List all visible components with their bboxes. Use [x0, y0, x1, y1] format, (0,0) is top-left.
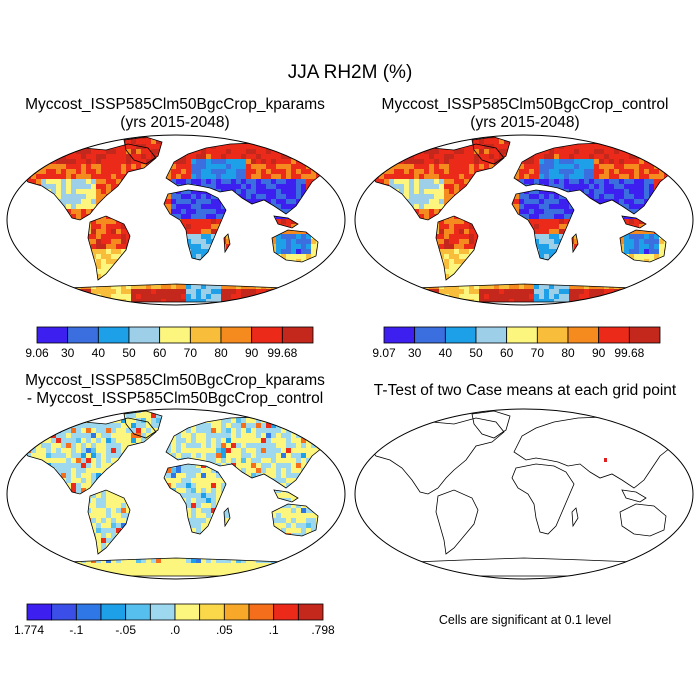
- map-control: [354, 134, 694, 306]
- colorbar-tick-label: -1.774: [15, 623, 44, 637]
- figure-title: JJA RH2M (%): [287, 62, 413, 83]
- colorbar-tick-label: .05: [216, 623, 233, 637]
- colorbar-tick-label: .798: [311, 623, 335, 637]
- colorbar-swatch: [174, 603, 201, 621]
- colorbar-tick-label: 90: [592, 346, 606, 360]
- panel-title-difference-line2: - Myccost_ISSP585Clm50BgcCrop_control: [26, 390, 324, 407]
- colorbar-tick-label: 90: [245, 346, 259, 360]
- panel-title-kparams-line2: (yrs 2015-2048): [120, 114, 230, 131]
- colorbar-swatch: [125, 603, 151, 621]
- colorbar-swatch: [273, 603, 299, 621]
- colorbar-tick-label: 30: [408, 346, 422, 360]
- colorbar-swatch: [223, 603, 250, 621]
- colorbar-swatch: [598, 326, 630, 344]
- colorbar-tick-label: 70: [184, 346, 198, 360]
- panel-title-difference: Myccost_ISSP585Clm50BgcCrop_kparams - My…: [0, 372, 350, 408]
- colorbar-control: 9.07 30 40 50 60 70 80 90 99.68: [372, 326, 661, 360]
- colorbar-tick-label: 80: [214, 346, 228, 360]
- colorbar-swatch: [220, 326, 253, 344]
- colorbar-swatch: [444, 326, 477, 344]
- colorbar-difference: -1.774 -.1 -.05 .0 .05 .1 .798: [15, 603, 335, 637]
- colorbar-swatch: [67, 326, 99, 344]
- colorbar-tick-label: 50: [122, 346, 136, 360]
- colorbar-kparams: 9.06 30 40 50 60 70 80 90 99.68: [25, 326, 314, 360]
- panel-title-control-line2: (yrs 2015-2048): [470, 114, 580, 131]
- colorbar-swatch: [383, 326, 416, 344]
- colorbar-swatch: [159, 326, 191, 344]
- colorbar-tick-label: 40: [92, 346, 106, 360]
- colorbar-swatch: [51, 603, 77, 621]
- panel-title-control: Myccost_ISSP585Clm50BgcCrop_control (yrs…: [350, 96, 700, 132]
- colorbar-swatch: [199, 603, 225, 621]
- colorbar-tick-label: .0: [170, 623, 180, 637]
- colorbar-tick-label: 99.68: [614, 346, 644, 360]
- colorbar-swatch: [97, 326, 130, 344]
- colorbar-tick-label: 9.06: [25, 346, 49, 360]
- panel-title-kparams-line1: Myccost_ISSP585Clm50BgcCrop_kparams: [25, 96, 325, 113]
- colorbar-swatch: [536, 326, 569, 344]
- colorbar-tick-label: 40: [439, 346, 453, 360]
- map-ttest: [354, 408, 694, 580]
- colorbar-tick-label: 30: [61, 346, 75, 360]
- panel-title-control-line1: Myccost_ISSP585Clm50BgcCrop_control: [381, 96, 669, 113]
- colorbar-swatch: [248, 603, 275, 621]
- colorbar-tick-label: 99.68: [267, 346, 297, 360]
- panel-title-ttest: T-Test of two Case means at each grid po…: [350, 382, 700, 400]
- colorbar-swatch: [506, 326, 538, 344]
- colorbar-swatch: [628, 326, 661, 344]
- colorbar-tick-label: -.1: [69, 623, 83, 637]
- colorbar-tick-label: 60: [500, 346, 514, 360]
- colorbar-swatch: [75, 603, 102, 621]
- colorbar-tick-label: 50: [469, 346, 483, 360]
- colorbar-swatch: [128, 326, 161, 344]
- colorbar-swatch: [297, 603, 324, 621]
- colorbar-swatch: [189, 326, 222, 344]
- panel-title-kparams: Myccost_ISSP585Clm50BgcCrop_kparams (yrs…: [0, 96, 350, 132]
- colorbar-swatch: [100, 603, 127, 621]
- panel-title-ttest-line1: T-Test of two Case means at each grid po…: [373, 382, 677, 399]
- colorbar-tick-label: -.05: [115, 623, 136, 637]
- map-kparams: [6, 134, 346, 306]
- colorbar-swatch: [567, 326, 600, 344]
- colorbar-swatch: [281, 326, 314, 344]
- map-difference: [6, 408, 346, 580]
- colorbar-swatch: [414, 326, 446, 344]
- ttest-significance-note: Cells are significant at 0.1 level: [438, 613, 612, 627]
- colorbar-tick-label: 60: [153, 346, 167, 360]
- colorbar-swatch: [36, 326, 69, 344]
- colorbar-swatch: [149, 603, 176, 621]
- colorbar-swatch: [475, 326, 508, 344]
- colorbar-tick-label: 80: [561, 346, 575, 360]
- colorbar-tick-label: 70: [531, 346, 545, 360]
- panel-title-difference-line1: Myccost_ISSP585Clm50BgcCrop_kparams: [25, 372, 325, 389]
- colorbar-swatch: [26, 603, 53, 621]
- colorbar-tick-label: 9.07: [372, 346, 396, 360]
- colorbar-swatch: [251, 326, 283, 344]
- colorbar-tick-label: .1: [269, 623, 279, 637]
